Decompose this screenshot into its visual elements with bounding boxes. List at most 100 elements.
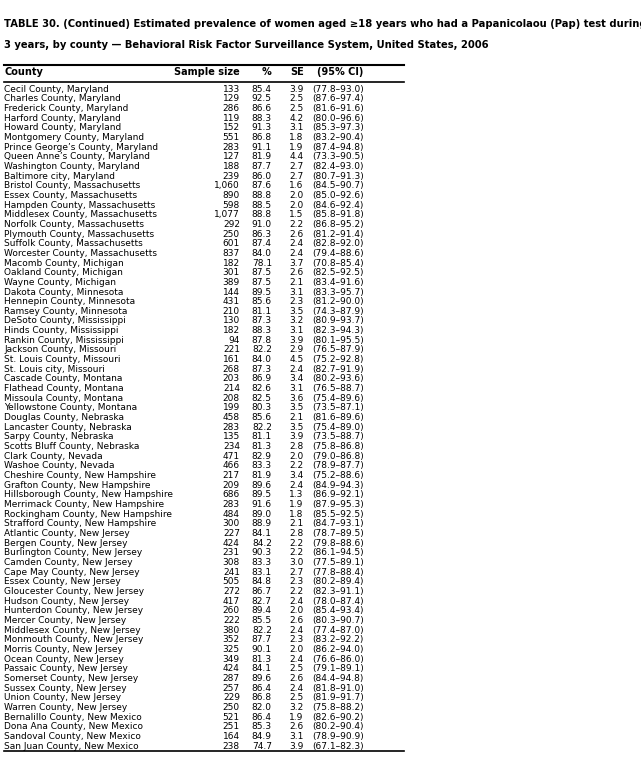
Text: 182: 182 — [222, 258, 240, 267]
Text: Jackson County, Missouri: Jackson County, Missouri — [4, 345, 116, 354]
Text: 82.2: 82.2 — [252, 423, 272, 432]
Text: 87.3: 87.3 — [252, 365, 272, 374]
Text: %: % — [262, 67, 272, 77]
Text: 458: 458 — [222, 413, 240, 422]
Text: (81.2–91.4): (81.2–91.4) — [312, 229, 363, 239]
Text: (82.4–93.0): (82.4–93.0) — [312, 162, 363, 171]
Text: 81.9: 81.9 — [252, 471, 272, 480]
Text: 144: 144 — [223, 287, 240, 296]
Text: 2.6: 2.6 — [290, 229, 304, 239]
Text: 286: 286 — [222, 104, 240, 113]
Text: (73.5–88.7): (73.5–88.7) — [312, 433, 363, 441]
Text: 84.9: 84.9 — [252, 732, 272, 741]
Text: 3.2: 3.2 — [290, 703, 304, 712]
Text: Suffolk County, Massachusetts: Suffolk County, Massachusetts — [4, 239, 143, 248]
Text: Hunterdon County, New Jersey: Hunterdon County, New Jersey — [4, 607, 143, 616]
Text: Camden County, New Jersey: Camden County, New Jersey — [4, 558, 133, 567]
Text: 119: 119 — [222, 114, 240, 123]
Text: (83.3–95.7): (83.3–95.7) — [312, 287, 363, 296]
Text: 82.0: 82.0 — [252, 703, 272, 712]
Text: (77.4–87.0): (77.4–87.0) — [312, 626, 363, 635]
Text: 3.7: 3.7 — [290, 258, 304, 267]
Text: 1.9: 1.9 — [290, 712, 304, 722]
Text: (78.9–90.9): (78.9–90.9) — [312, 732, 363, 741]
Text: 84.0: 84.0 — [252, 355, 272, 364]
Text: 89.0: 89.0 — [252, 510, 272, 519]
Text: (85.3–97.3): (85.3–97.3) — [312, 123, 363, 133]
Text: 598: 598 — [222, 200, 240, 210]
Text: Gloucester County, New Jersey: Gloucester County, New Jersey — [4, 587, 144, 596]
Text: 1,060: 1,060 — [214, 181, 240, 190]
Text: (83.2–92.2): (83.2–92.2) — [312, 636, 363, 645]
Text: 431: 431 — [222, 297, 240, 306]
Text: 2.0: 2.0 — [290, 452, 304, 461]
Text: Sandoval County, New Mexico: Sandoval County, New Mexico — [4, 732, 141, 741]
Text: 1.8: 1.8 — [290, 510, 304, 519]
Text: 80.3: 80.3 — [252, 403, 272, 412]
Text: (77.8–88.4): (77.8–88.4) — [312, 568, 363, 577]
Text: 87.8: 87.8 — [252, 336, 272, 345]
Text: Wayne County, Michigan: Wayne County, Michigan — [4, 278, 116, 287]
Text: 2.7: 2.7 — [290, 162, 304, 171]
Text: 89.5: 89.5 — [252, 287, 272, 296]
Text: (82.3–94.3): (82.3–94.3) — [312, 326, 363, 335]
Text: 890: 890 — [222, 190, 240, 200]
Text: 2.4: 2.4 — [290, 249, 304, 258]
Text: Atlantic County, New Jersey: Atlantic County, New Jersey — [4, 529, 130, 538]
Text: 1.6: 1.6 — [290, 181, 304, 190]
Text: 87.5: 87.5 — [252, 268, 272, 277]
Text: 229: 229 — [223, 693, 240, 703]
Text: (80.2–90.4): (80.2–90.4) — [312, 722, 363, 732]
Text: 127: 127 — [222, 152, 240, 162]
Text: 2.4: 2.4 — [290, 481, 304, 490]
Text: 234: 234 — [223, 442, 240, 451]
Text: 260: 260 — [222, 607, 240, 616]
Text: 86.9: 86.9 — [252, 374, 272, 383]
Text: 88.5: 88.5 — [252, 200, 272, 210]
Text: 417: 417 — [222, 597, 240, 606]
Text: Queen Anne’s County, Maryland: Queen Anne’s County, Maryland — [4, 152, 150, 162]
Text: (78.7–89.5): (78.7–89.5) — [312, 529, 363, 538]
Text: 84.8: 84.8 — [252, 578, 272, 587]
Text: (84.6–92.4): (84.6–92.4) — [312, 200, 363, 210]
Text: (73.5–87.1): (73.5–87.1) — [312, 403, 363, 412]
Text: Passaic County, New Jersey: Passaic County, New Jersey — [4, 664, 128, 674]
Text: (75.2–88.6): (75.2–88.6) — [312, 471, 363, 480]
Text: 2.1: 2.1 — [290, 520, 304, 528]
Text: Lancaster County, Nebraska: Lancaster County, Nebraska — [4, 423, 132, 432]
Text: Frederick County, Maryland: Frederick County, Maryland — [4, 104, 128, 113]
Text: Bristol County, Massachusetts: Bristol County, Massachusetts — [4, 181, 140, 190]
Text: (85.0–92.6): (85.0–92.6) — [312, 190, 363, 200]
Text: 83.3: 83.3 — [252, 558, 272, 567]
Text: Ramsey County, Minnesota: Ramsey County, Minnesota — [4, 307, 128, 315]
Text: Hillsborough County, New Hampshire: Hillsborough County, New Hampshire — [4, 491, 173, 499]
Text: Middlesex County, New Jersey: Middlesex County, New Jersey — [4, 626, 141, 635]
Text: 87.3: 87.3 — [252, 316, 272, 325]
Text: (82.6–90.2): (82.6–90.2) — [312, 712, 363, 722]
Text: (85.8–91.8): (85.8–91.8) — [312, 210, 363, 219]
Text: 152: 152 — [222, 123, 240, 133]
Text: 87.4: 87.4 — [252, 239, 272, 248]
Text: 85.5: 85.5 — [252, 616, 272, 625]
Text: Strafford County, New Hampshire: Strafford County, New Hampshire — [4, 520, 156, 528]
Text: 2.0: 2.0 — [290, 200, 304, 210]
Text: 4.4: 4.4 — [290, 152, 304, 162]
Text: 82.9: 82.9 — [252, 452, 272, 461]
Text: 209: 209 — [222, 481, 240, 490]
Text: (70.8–85.4): (70.8–85.4) — [312, 258, 363, 267]
Text: 86.0: 86.0 — [252, 171, 272, 181]
Text: 2.6: 2.6 — [290, 722, 304, 732]
Text: (76.5–87.9): (76.5–87.9) — [312, 345, 363, 354]
Text: 208: 208 — [222, 394, 240, 403]
Text: 221: 221 — [223, 345, 240, 354]
Text: Bergen County, New Jersey: Bergen County, New Jersey — [4, 539, 128, 548]
Text: Mercer County, New Jersey: Mercer County, New Jersey — [4, 616, 126, 625]
Text: (80.9–93.7): (80.9–93.7) — [312, 316, 363, 325]
Text: 3.1: 3.1 — [290, 326, 304, 335]
Text: 85.6: 85.6 — [252, 297, 272, 306]
Text: 3.1: 3.1 — [290, 732, 304, 741]
Text: 2.6: 2.6 — [290, 674, 304, 683]
Text: 84.0: 84.0 — [252, 249, 272, 258]
Text: (86.8–95.2): (86.8–95.2) — [312, 220, 363, 229]
Text: 837: 837 — [222, 249, 240, 258]
